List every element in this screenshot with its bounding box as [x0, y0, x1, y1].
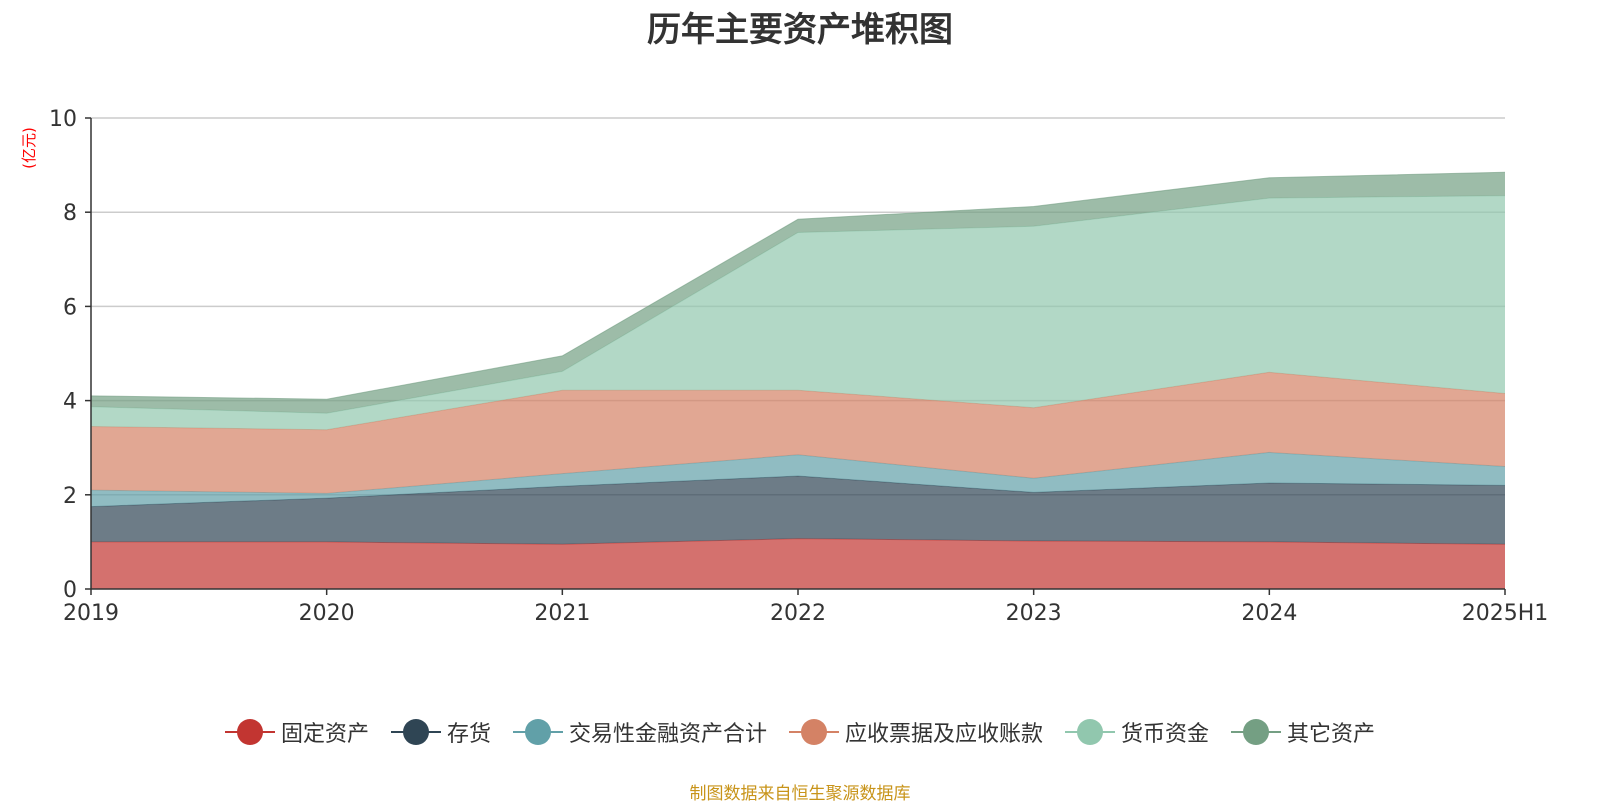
legend-label: 存货 — [446, 722, 491, 747]
x-tick-label: 2020 — [299, 601, 355, 626]
legend-marker-icon — [512, 719, 563, 745]
legend-marker-icon — [789, 719, 839, 745]
legend-marker-dot — [524, 719, 551, 745]
legend-label: 固定资产 — [280, 722, 369, 747]
x-tick-label: 2022 — [770, 601, 826, 626]
y-tick-label: 4 — [63, 390, 77, 415]
y-tick-label: 6 — [63, 295, 77, 320]
x-tick-label: 2024 — [1241, 601, 1297, 626]
legend-item[interactable]: 应收票据及应收账款 — [789, 716, 1043, 748]
y-tick-label: 2 — [63, 484, 77, 509]
area-存货 — [91, 476, 1505, 545]
y-tick-label: 0 — [63, 578, 77, 603]
area-货币资金 — [91, 195, 1505, 430]
legend-marker-icon — [390, 719, 441, 745]
legend-marker-icon — [1231, 719, 1282, 745]
y-tick-label: 8 — [63, 201, 77, 226]
legend-marker-dot — [402, 719, 429, 745]
y-axis-unit-label: (亿元) — [20, 127, 38, 169]
x-tick-label: 2019 — [63, 601, 119, 626]
stacked-area-chart: 0 2 4 6 8 10 2019 2020 2021 2022 2023 2024 2025H1 — [49, 107, 1548, 626]
legend-item[interactable]: 其它资产 — [1231, 716, 1375, 748]
area-固定资产 — [91, 538, 1505, 589]
legend-item[interactable]: 货币资金 — [1065, 716, 1209, 748]
area-交易性金融资产合计 — [91, 452, 1505, 507]
legend-item[interactable]: 交易性金融资产合计 — [512, 716, 767, 748]
legend-item[interactable]: 固定资产 — [224, 716, 369, 748]
legend-marker-dot — [801, 719, 827, 745]
x-tick-label: 2023 — [1006, 601, 1062, 626]
area-series — [90, 171, 1506, 589]
chart-title: 历年主要资产堆积图 — [647, 10, 953, 50]
data-source-note: 制图数据来自恒生聚源数据库 — [689, 784, 911, 804]
legend-marker-icon — [1065, 719, 1116, 745]
legend-label: 交易性金融资产合计 — [568, 722, 767, 747]
x-tick-label: 2025H1 — [1462, 601, 1549, 626]
legend-item[interactable]: 存货 — [390, 716, 491, 748]
legend-marker-dot — [236, 719, 263, 745]
legend-label: 货币资金 — [1121, 722, 1210, 747]
y-axis-title: (亿元) — [20, 127, 38, 169]
legend-marker-icon — [224, 719, 275, 745]
legend-label: 其它资产 — [1287, 722, 1376, 747]
legend-marker-dot — [1077, 719, 1104, 745]
chart-legend: 固定资产 存货 交易性金融资产合计 应收票据及应收账款 货币资金 其它资产 — [0, 716, 1600, 748]
x-tick-label: 2021 — [534, 601, 590, 626]
axes: 0 2 4 6 8 10 2019 2020 2021 2022 2023 2024 2025H1 — [49, 107, 1548, 626]
y-tick-label: 10 — [49, 107, 77, 132]
legend-label: 应收票据及应收账款 — [845, 722, 1044, 747]
line-其它资产 — [90, 171, 1506, 400]
area-其它资产 — [91, 172, 1505, 414]
area-应收票据及应收账款 — [91, 372, 1505, 494]
legend-marker-dot — [1243, 719, 1270, 745]
